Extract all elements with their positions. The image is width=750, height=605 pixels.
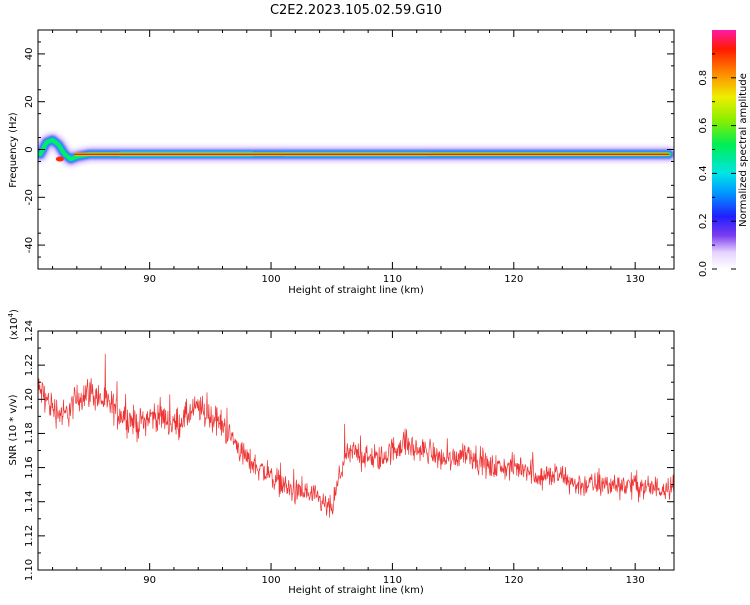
spectrogram-image [38,131,674,168]
spectrogram-ytick-label: -20 [24,189,35,205]
snr-xlabel: Height of straight line (km) [288,585,424,596]
page-title: C2E2.2023.105.02.59.G10 [270,3,442,18]
snr-ytick-label: 1.12 [24,525,35,547]
snr-ytick-label: 1.24 [24,320,35,342]
colorbar-tick-label: 0.6 [698,118,709,134]
colorbar: 0.0 0.2 0.4 0.6 0.8 Normalized spectral ampl… [698,30,749,277]
spectrogram-panel: 90 100 110 120 130 40 20 0 -20 -40 Height of stra… [8,29,675,296]
spectrogram-ticks: 90 100 110 120 130 40 20 0 -20 -40 [24,30,674,285]
colorbar-tick-label: 0.0 [698,261,709,277]
spectrogram-ytick-label: 20 [24,95,35,108]
snr-ytick-label: 1.18 [24,422,35,444]
spectrogram-ytick-label: -40 [24,237,35,253]
snr-ticks: 90 100 110 120 130 1.10 1.12 1.14 1.16 1.18 1.20 1.… [24,320,674,586]
spectrogram-xtick-label: 120 [504,274,523,285]
colorbar-ticks: 0.0 0.2 0.4 0.6 0.8 [698,53,736,277]
spectrogram-xlabel: Height of straight line (km) [288,285,424,296]
snr-xtick-label: 100 [261,575,280,586]
spectrogram-hotspot [55,156,64,162]
snr-series-line [38,353,674,518]
snr-xtick-label: 110 [383,575,402,586]
svg-text:(x104): (x104) [7,309,20,340]
snr-ytick-label: 1.14 [24,491,35,513]
spectrogram-xtick-label: 100 [261,274,280,285]
spectrogram-xtick-label: 90 [143,274,156,285]
colorbar-gradient [712,30,736,269]
snr-xtick-label: 90 [143,575,156,586]
colorbar-tick-label: 0.2 [698,213,709,229]
snr-ytick-label: 1.10 [24,559,35,581]
spectrogram-ytick-label: 0 [24,146,35,152]
snr-scale-label: (x104) [7,309,20,340]
snr-ytick-label: 1.20 [24,388,35,410]
snr-ytick-label: 1.16 [24,456,35,478]
colorbar-label: Normalized spectral amplitude [738,73,749,227]
colorbar-tick-label: 0.4 [698,165,709,181]
snr-panel: 90 100 110 120 130 1.10 1.12 1.14 1.16 1.18 1.20 1.… [7,309,675,596]
snr-ytick-label: 1.22 [24,354,35,376]
spectrogram-xtick-label: 130 [626,274,645,285]
spectrogram-ytick-label: 40 [24,48,35,61]
spectrogram-ylabel: Frequency (Hz) [8,112,19,188]
snr-xtick-label: 130 [626,575,645,586]
snr-ylabel: SNR (10 * v/v) [8,394,19,465]
colorbar-tick-label: 0.8 [698,70,709,86]
spectrogram-xtick-label: 110 [383,274,402,285]
snr-xtick-label: 120 [504,575,523,586]
